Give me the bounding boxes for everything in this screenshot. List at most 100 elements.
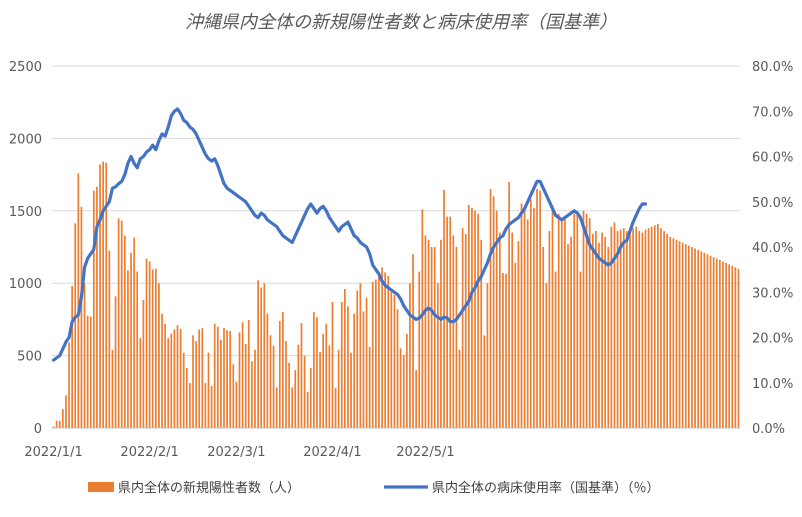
bar xyxy=(436,283,439,428)
bar xyxy=(232,364,235,428)
bar xyxy=(170,333,173,428)
bar xyxy=(678,241,681,428)
bar xyxy=(80,206,83,428)
bar xyxy=(145,258,148,428)
bar xyxy=(582,210,585,428)
bar xyxy=(167,338,170,428)
bar xyxy=(681,242,684,428)
bar xyxy=(722,261,724,428)
bar xyxy=(322,333,325,428)
bar xyxy=(570,236,572,428)
y-left-tick-label: 1500 xyxy=(9,205,42,220)
bar xyxy=(585,213,588,428)
legend-bar-swatch xyxy=(88,482,114,492)
bar xyxy=(641,232,644,428)
bar xyxy=(114,296,117,428)
bar xyxy=(486,283,489,428)
bar xyxy=(68,342,70,428)
bar xyxy=(83,283,86,428)
bar xyxy=(105,162,108,429)
bar xyxy=(325,323,328,428)
bar xyxy=(350,352,352,428)
bar xyxy=(309,367,312,428)
bar xyxy=(158,283,160,428)
bar xyxy=(337,349,340,428)
y-left-tick-label: 0 xyxy=(34,422,42,437)
bar xyxy=(483,335,486,428)
bar xyxy=(523,207,526,428)
bar xyxy=(99,164,101,429)
bar xyxy=(291,387,294,428)
bar xyxy=(433,247,436,428)
bar xyxy=(464,233,467,428)
gridlines xyxy=(52,65,740,357)
bar xyxy=(396,309,399,428)
bar xyxy=(709,255,712,428)
bar xyxy=(601,232,603,428)
bar xyxy=(734,267,737,428)
bar xyxy=(136,271,139,428)
bar xyxy=(282,312,284,428)
legend-bar-label: 県内全体の新規陽性者数（人） xyxy=(118,480,300,496)
bar xyxy=(731,265,734,428)
bar xyxy=(564,219,566,428)
bar xyxy=(195,341,197,428)
bar xyxy=(266,313,269,428)
bar xyxy=(684,244,687,428)
bar xyxy=(176,325,179,428)
bar-series xyxy=(52,161,740,429)
bar xyxy=(477,213,479,428)
bar xyxy=(120,220,123,428)
bar xyxy=(347,306,349,428)
bar xyxy=(52,426,55,428)
bar xyxy=(719,260,721,428)
bar xyxy=(443,189,445,428)
bar xyxy=(588,218,591,428)
bar xyxy=(77,173,80,428)
bar xyxy=(520,203,523,428)
bar xyxy=(213,323,216,428)
bar xyxy=(409,283,411,428)
y-right-tick-label: 60.0% xyxy=(752,151,793,166)
bar xyxy=(210,386,213,428)
bar xyxy=(216,326,219,428)
bar xyxy=(371,281,374,428)
bar xyxy=(154,268,157,428)
bar xyxy=(480,239,483,428)
bar xyxy=(644,229,647,428)
bar xyxy=(616,231,619,428)
bar xyxy=(368,346,371,428)
bar xyxy=(725,262,727,428)
legend-line-label: 県内全体の病床使用率（国基準）（％） xyxy=(432,480,660,496)
bar xyxy=(508,181,510,428)
bar xyxy=(560,220,563,428)
bar xyxy=(353,313,356,428)
bar xyxy=(316,317,318,428)
bar xyxy=(55,420,58,428)
bar xyxy=(492,196,495,428)
bar xyxy=(613,222,616,428)
bar xyxy=(285,341,287,428)
bar xyxy=(229,330,232,428)
bar xyxy=(517,241,520,428)
bar xyxy=(117,218,120,428)
y-right-tick-label: 40.0% xyxy=(752,241,793,256)
bar xyxy=(542,247,545,428)
bar xyxy=(502,273,504,428)
bar xyxy=(207,352,210,428)
axes: 0 500 1000 1500 2000 2500 0.0% 10.0% 20.0% 30.0% 4… xyxy=(9,60,793,460)
bar xyxy=(257,280,259,428)
y-right-tick-label: 30.0% xyxy=(752,286,793,301)
bar xyxy=(598,242,600,428)
bar xyxy=(198,329,201,428)
bar xyxy=(706,254,709,428)
bar xyxy=(421,209,424,428)
y-left-tick-label: 500 xyxy=(17,350,42,365)
bar xyxy=(331,302,334,428)
y-right-tick-label: 0.0% xyxy=(752,422,785,437)
x-tick-label: 2022/5/1 xyxy=(396,445,454,460)
bar xyxy=(344,288,346,428)
bar xyxy=(526,219,529,428)
y-left-tick-label: 1000 xyxy=(9,277,42,292)
